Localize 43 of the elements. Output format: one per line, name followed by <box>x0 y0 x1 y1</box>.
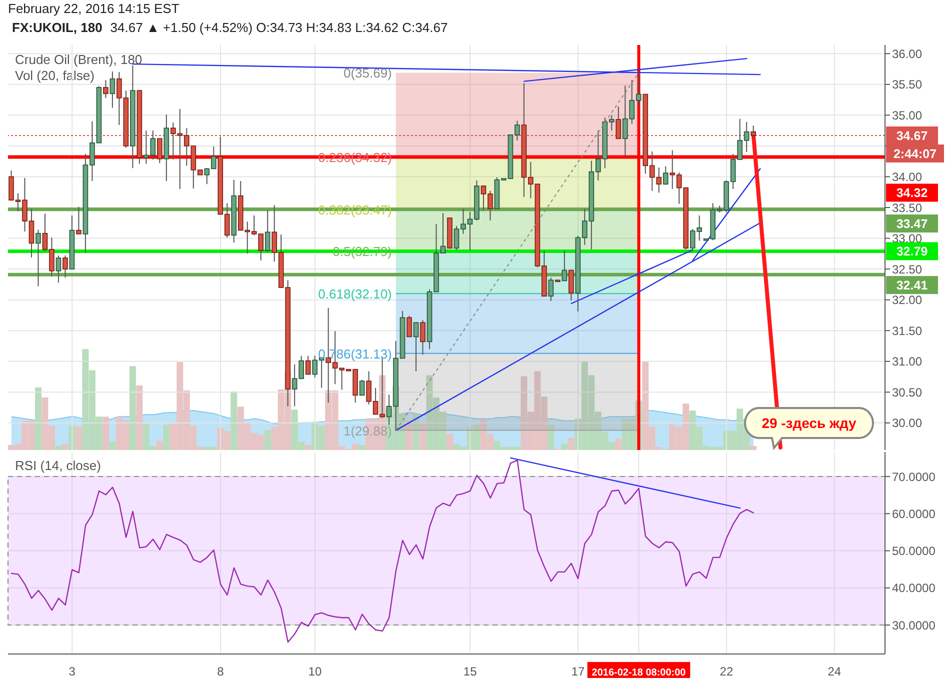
y-tick-label: 60.0000 <box>892 506 936 521</box>
y-tick-label: 35.50 <box>892 78 922 92</box>
ref-line-label: 33.47 <box>896 216 928 231</box>
x-tick-label: 22 <box>720 664 734 678</box>
y-tick-label: 33.00 <box>892 232 922 246</box>
text: 2:44:07 <box>893 146 937 161</box>
y-tick-label: 32.00 <box>892 293 922 308</box>
ref-line-label: 34.67 <box>896 128 928 143</box>
y-tick-label: 31.00 <box>892 354 922 369</box>
y-tick-label: 70.0000 <box>892 470 936 484</box>
speech-bubble: 29 -здесь жду <box>744 407 874 449</box>
band-label: 0.618(32.10) <box>318 286 392 302</box>
text: February 22, 2016 14:15 EST <box>8 0 180 18</box>
annotation: Crude Oil (Brent), 180 <box>15 52 142 67</box>
annotation: 0(35.69) <box>343 66 392 81</box>
x-tick-label: 10 <box>308 664 322 678</box>
x-tick-label: 3 <box>68 664 76 678</box>
band-label: 0.236(34.32) <box>318 150 392 166</box>
chart-title: FX:UKOIL, 180 <box>12 20 102 35</box>
band-label: 1(29.88) <box>343 423 392 438</box>
annotation: 29 -здесь жду <box>762 415 857 431</box>
y-tick-label: 30.0000 <box>892 618 936 632</box>
y-tick-label: 30.50 <box>892 385 922 400</box>
text: RSI (14, close) <box>15 458 101 473</box>
x-tick-label: 2016-02-18 08:00:00 <box>592 668 686 678</box>
y-tick-label: 30.00 <box>892 416 922 430</box>
y-tick-label: 50.0000 <box>892 544 936 558</box>
ref-line-label: 34.32 <box>896 186 928 200</box>
x-tick-label: 8 <box>217 664 224 678</box>
ref-line-label: 32.79 <box>896 244 928 259</box>
y-tick-label: 35.00 <box>892 108 922 122</box>
ref-line-label: 32.41 <box>896 278 928 293</box>
chart-subtitle: 34.67 ▲ +1.50 (+4.52%) O:34.73 H:34.83 L:34.62 C:34.67 <box>110 20 448 35</box>
y-tick-label: 40.0000 <box>892 581 936 596</box>
chart-title: Vol (20, false) <box>15 68 94 83</box>
x-tick-label: 15 <box>463 664 478 678</box>
y-tick-label: 33.50 <box>892 200 922 215</box>
y-tick-label: 36.00 <box>892 46 922 61</box>
x-tick-label: 24 <box>828 664 842 678</box>
y-tick-label: 31.50 <box>892 324 922 338</box>
y-tick-label: 34.00 <box>892 170 922 184</box>
x-tick-label: 17 <box>571 664 586 678</box>
y-tick-label: 32.50 <box>892 262 922 276</box>
